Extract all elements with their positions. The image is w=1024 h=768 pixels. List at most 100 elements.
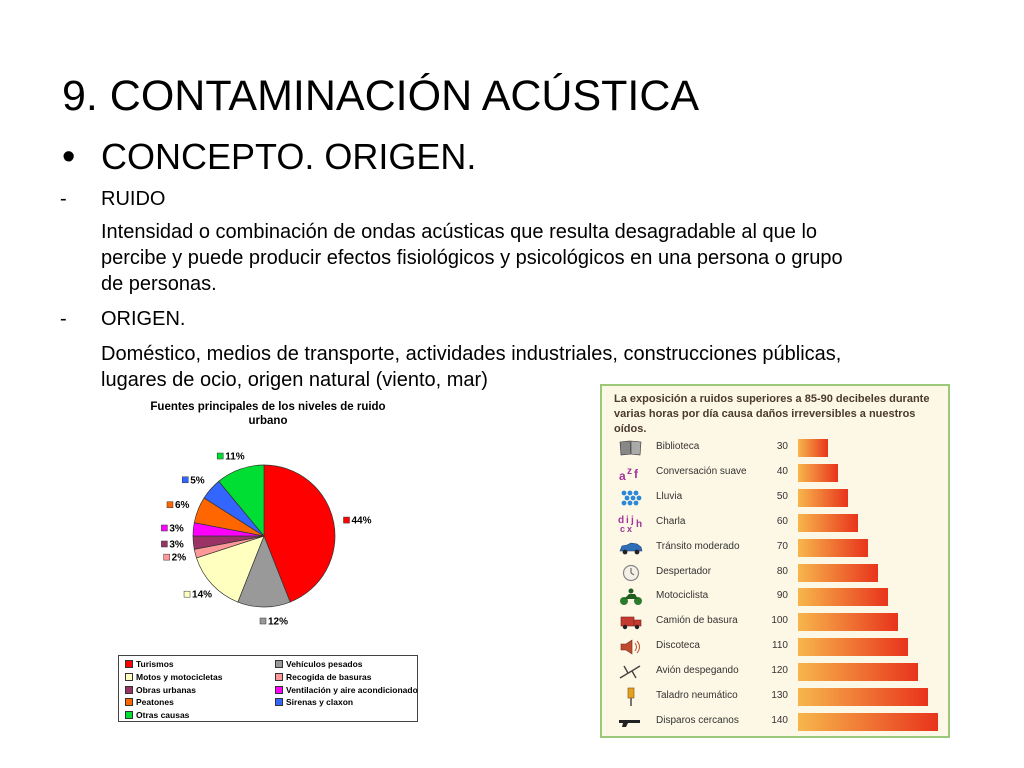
decibel-row: Avión despegando 120 [602, 660, 948, 684]
decibel-row-value: 120 [771, 665, 788, 677]
drill-icon [618, 687, 644, 707]
pie-chart-title-line2: urbano [248, 415, 288, 427]
legend-item: Recogida de basuras [275, 672, 372, 682]
decibel-bar [798, 488, 848, 507]
legend-item: Obras urbanas [125, 685, 196, 695]
legend-label: Obras urbanas [136, 684, 196, 695]
item-origen-text-line2: lugares de ocio, origen natural (viento,… [101, 369, 488, 391]
decibel-row-value: 60 [776, 515, 788, 527]
decibel-bar [798, 439, 828, 457]
pie-label-swatch-8 [216, 452, 224, 460]
legend-swatch [275, 685, 283, 694]
car-icon [618, 538, 644, 558]
pie-label-swatch-4 [161, 540, 168, 548]
item-ruido-text-line3: de personas. [101, 273, 217, 295]
decibel-row-label: Biblioteca [656, 441, 700, 452]
decibel-row-value: 140 [771, 714, 788, 726]
decibel-row-label: Conversación suave [656, 465, 747, 477]
pie-label-2: 14% [183, 590, 212, 601]
pie-chart: 44% 12% 14% 2% 3% 3% 6% 5% 11% [161, 452, 372, 628]
decibel-bar [798, 638, 908, 657]
pie-label-swatch-7 [181, 476, 189, 484]
legend-swatch [125, 672, 133, 681]
svg-text:j: j [630, 515, 634, 526]
pie-label-4: 3% [161, 539, 184, 550]
decibel-bar [798, 563, 878, 582]
decibel-chart-header-line1: La exposición a ruidos superiores a 85-9… [614, 393, 930, 405]
decibel-bar [798, 613, 898, 632]
pie-label-7: 5% [181, 475, 205, 486]
decibel-row: a z f Conversación suave 40 [602, 461, 948, 485]
decibel-row: Disparos cercanos 140 [602, 710, 948, 734]
decibel-row: Discoteca 110 [602, 635, 948, 659]
pie-slice-0 [263, 464, 336, 603]
legend-swatch [275, 672, 283, 681]
pie-label-text-5: 3% [169, 524, 184, 535]
svg-text:f: f [634, 467, 639, 481]
motorcycle-icon [618, 587, 644, 607]
decibel-row: Biblioteca 30 [602, 436, 948, 460]
legend-swatch [125, 711, 133, 720]
pie-label-8: 11% [216, 452, 245, 463]
decibel-row: Tránsito moderado 70 [602, 536, 948, 560]
decibel-chart-header-line2: varias horas por día causa daños irrever… [614, 408, 916, 435]
svg-text:h: h [636, 519, 642, 530]
dash-marker: - [60, 188, 67, 210]
legend-item: Otras causas [125, 710, 189, 720]
svg-text:i: i [626, 515, 629, 526]
legend-item: Ventilación y aire acondicionado [275, 685, 418, 695]
pie-label-1: 12% [259, 617, 288, 628]
legend-label: Sirenas y claxon [286, 697, 354, 708]
svg-text:z: z [627, 466, 632, 477]
decibel-bar [798, 663, 918, 682]
decibel-row-label: Despertador [656, 565, 712, 577]
decibel-row-value: 90 [776, 590, 788, 602]
pie-label-text-8: 11% [225, 452, 245, 463]
pie-label-swatch-1 [259, 617, 267, 625]
legend-item: Vehículos pesados [275, 659, 363, 669]
decibel-row-label: Taladro neumático [656, 690, 738, 701]
decibel-bar [798, 588, 888, 607]
decibel-bar [798, 513, 858, 532]
airplane-icon [618, 662, 644, 682]
decibel-row: Lluvia 50 [602, 486, 948, 510]
decibel-row-value: 70 [776, 540, 788, 552]
legend-item: Turismos [125, 659, 174, 669]
decibel-row-label: Lluvia [656, 490, 683, 502]
pie-label-text-7: 5% [190, 475, 205, 486]
slide-subtitle: CONCEPTO. ORIGEN. [101, 136, 477, 177]
rain-icon [618, 488, 644, 508]
legend-item: Sirenas y claxon [275, 697, 353, 707]
decibel-row-value: 100 [771, 615, 788, 627]
item-ruido-text-line2: percibe y puede producir efectos fisioló… [101, 247, 843, 269]
decibel-bar [798, 538, 868, 557]
decibel-row-label: Avión despegando [656, 665, 739, 677]
legend-label: Ventilación y aire acondicionado [286, 684, 418, 695]
item-origen-text-line1: Doméstico, medios de transporte, activid… [101, 343, 842, 365]
legend-label: Peatones [136, 697, 174, 708]
decibel-bar [798, 688, 928, 706]
decibel-row-label: Discoteca [656, 640, 700, 652]
decibel-row-label: Camión de basura [656, 615, 738, 627]
svg-text:a: a [619, 469, 626, 483]
decibel-row: Taladro neumático 130 [602, 685, 948, 709]
decibel-row-value: 110 [772, 640, 788, 652]
pie-label-swatch-5 [161, 524, 168, 532]
decibel-bar [798, 463, 838, 482]
svg-text:x: x [627, 524, 632, 533]
legend-swatch [125, 660, 133, 668]
pie-label-swatch-0 [343, 516, 350, 524]
pie-label-text-1: 12% [268, 617, 288, 628]
pie-label-6: 6% [166, 500, 190, 511]
pie-chart-title: Fuentes principales de los niveles de ru… [118, 400, 418, 428]
decibel-row-value: 130 [771, 690, 788, 701]
decibel-row-label: Tránsito moderado [656, 540, 740, 552]
pie-label-text-4: 3% [169, 539, 184, 550]
decibel-bar [798, 712, 938, 731]
book-icon [618, 438, 644, 458]
decibel-row: d i j h c x Charla 60 [602, 511, 948, 535]
legend-swatch [125, 698, 133, 707]
decibel-row-value: 80 [776, 565, 788, 577]
pie-label-swatch-6 [166, 501, 174, 508]
